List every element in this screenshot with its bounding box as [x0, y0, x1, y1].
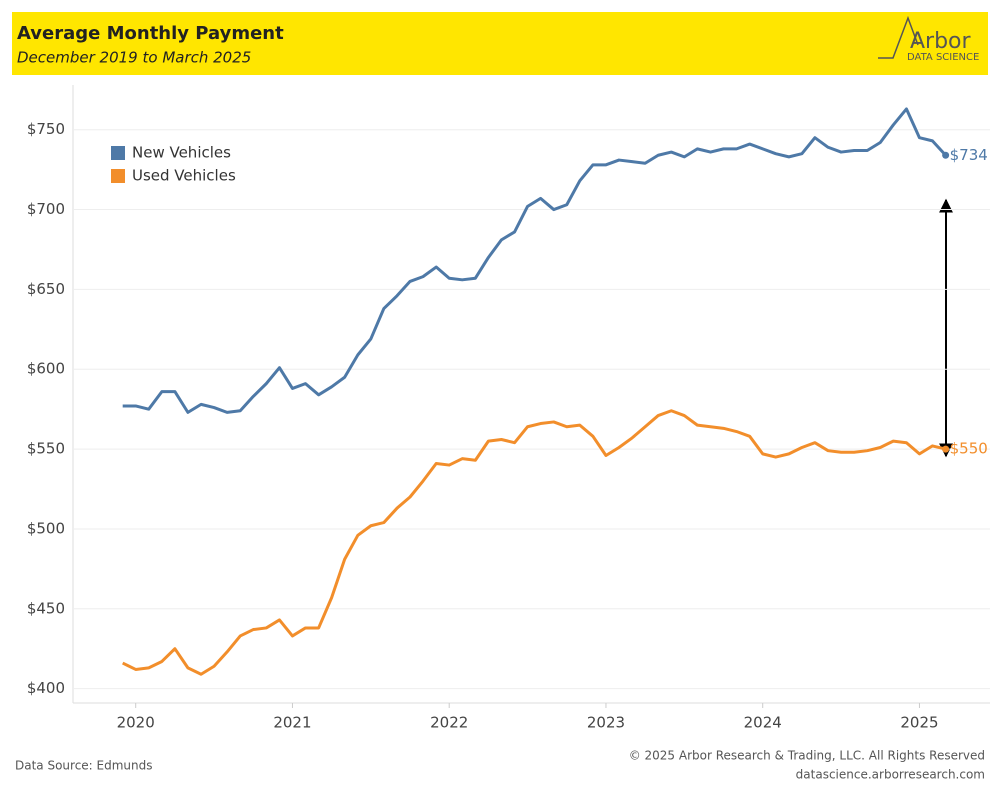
x-tick-label: 2025 — [900, 714, 938, 732]
y-tick-label: $400 — [27, 679, 65, 697]
legend-label: New Vehicles — [132, 144, 231, 162]
value-label: $734 — [950, 146, 988, 164]
url: datascience.arborresearch.com — [796, 768, 985, 782]
x-tick-label: 2020 — [117, 714, 155, 732]
x-tick-label: 2024 — [744, 714, 782, 732]
x-tick-label: 2022 — [430, 714, 468, 732]
header-band — [12, 12, 988, 75]
end-point — [942, 151, 950, 159]
subtitle: December 2019 to March 2025 — [17, 49, 251, 67]
x-tick-label: 2021 — [273, 714, 311, 732]
value-label: $550 — [950, 440, 988, 458]
copyright: © 2025 Arbor Research & Trading, LLC. Al… — [629, 749, 985, 763]
series-line — [122, 409, 946, 676]
y-tick-label: $600 — [27, 360, 65, 378]
logo-sub: DATA SCIENCE — [907, 52, 979, 63]
series-line — [122, 107, 947, 414]
x-tick-label: 2023 — [587, 714, 625, 732]
y-tick-label: $750 — [27, 120, 65, 138]
y-tick-label: $700 — [27, 200, 65, 218]
legend-swatch — [111, 146, 125, 160]
y-tick-label: $450 — [27, 599, 65, 617]
source: Data Source: Edmunds — [15, 759, 153, 773]
title: Average Monthly Payment — [17, 23, 284, 44]
y-tick-label: $550 — [27, 440, 65, 458]
end-point — [942, 445, 950, 453]
legend-label: Used Vehicles — [132, 167, 236, 185]
legend-swatch — [111, 169, 125, 183]
logo: Arbor — [910, 29, 972, 54]
y-tick-label: $500 — [27, 519, 65, 537]
logo-mark — [878, 15, 919, 59]
y-tick-label: $650 — [27, 280, 65, 298]
